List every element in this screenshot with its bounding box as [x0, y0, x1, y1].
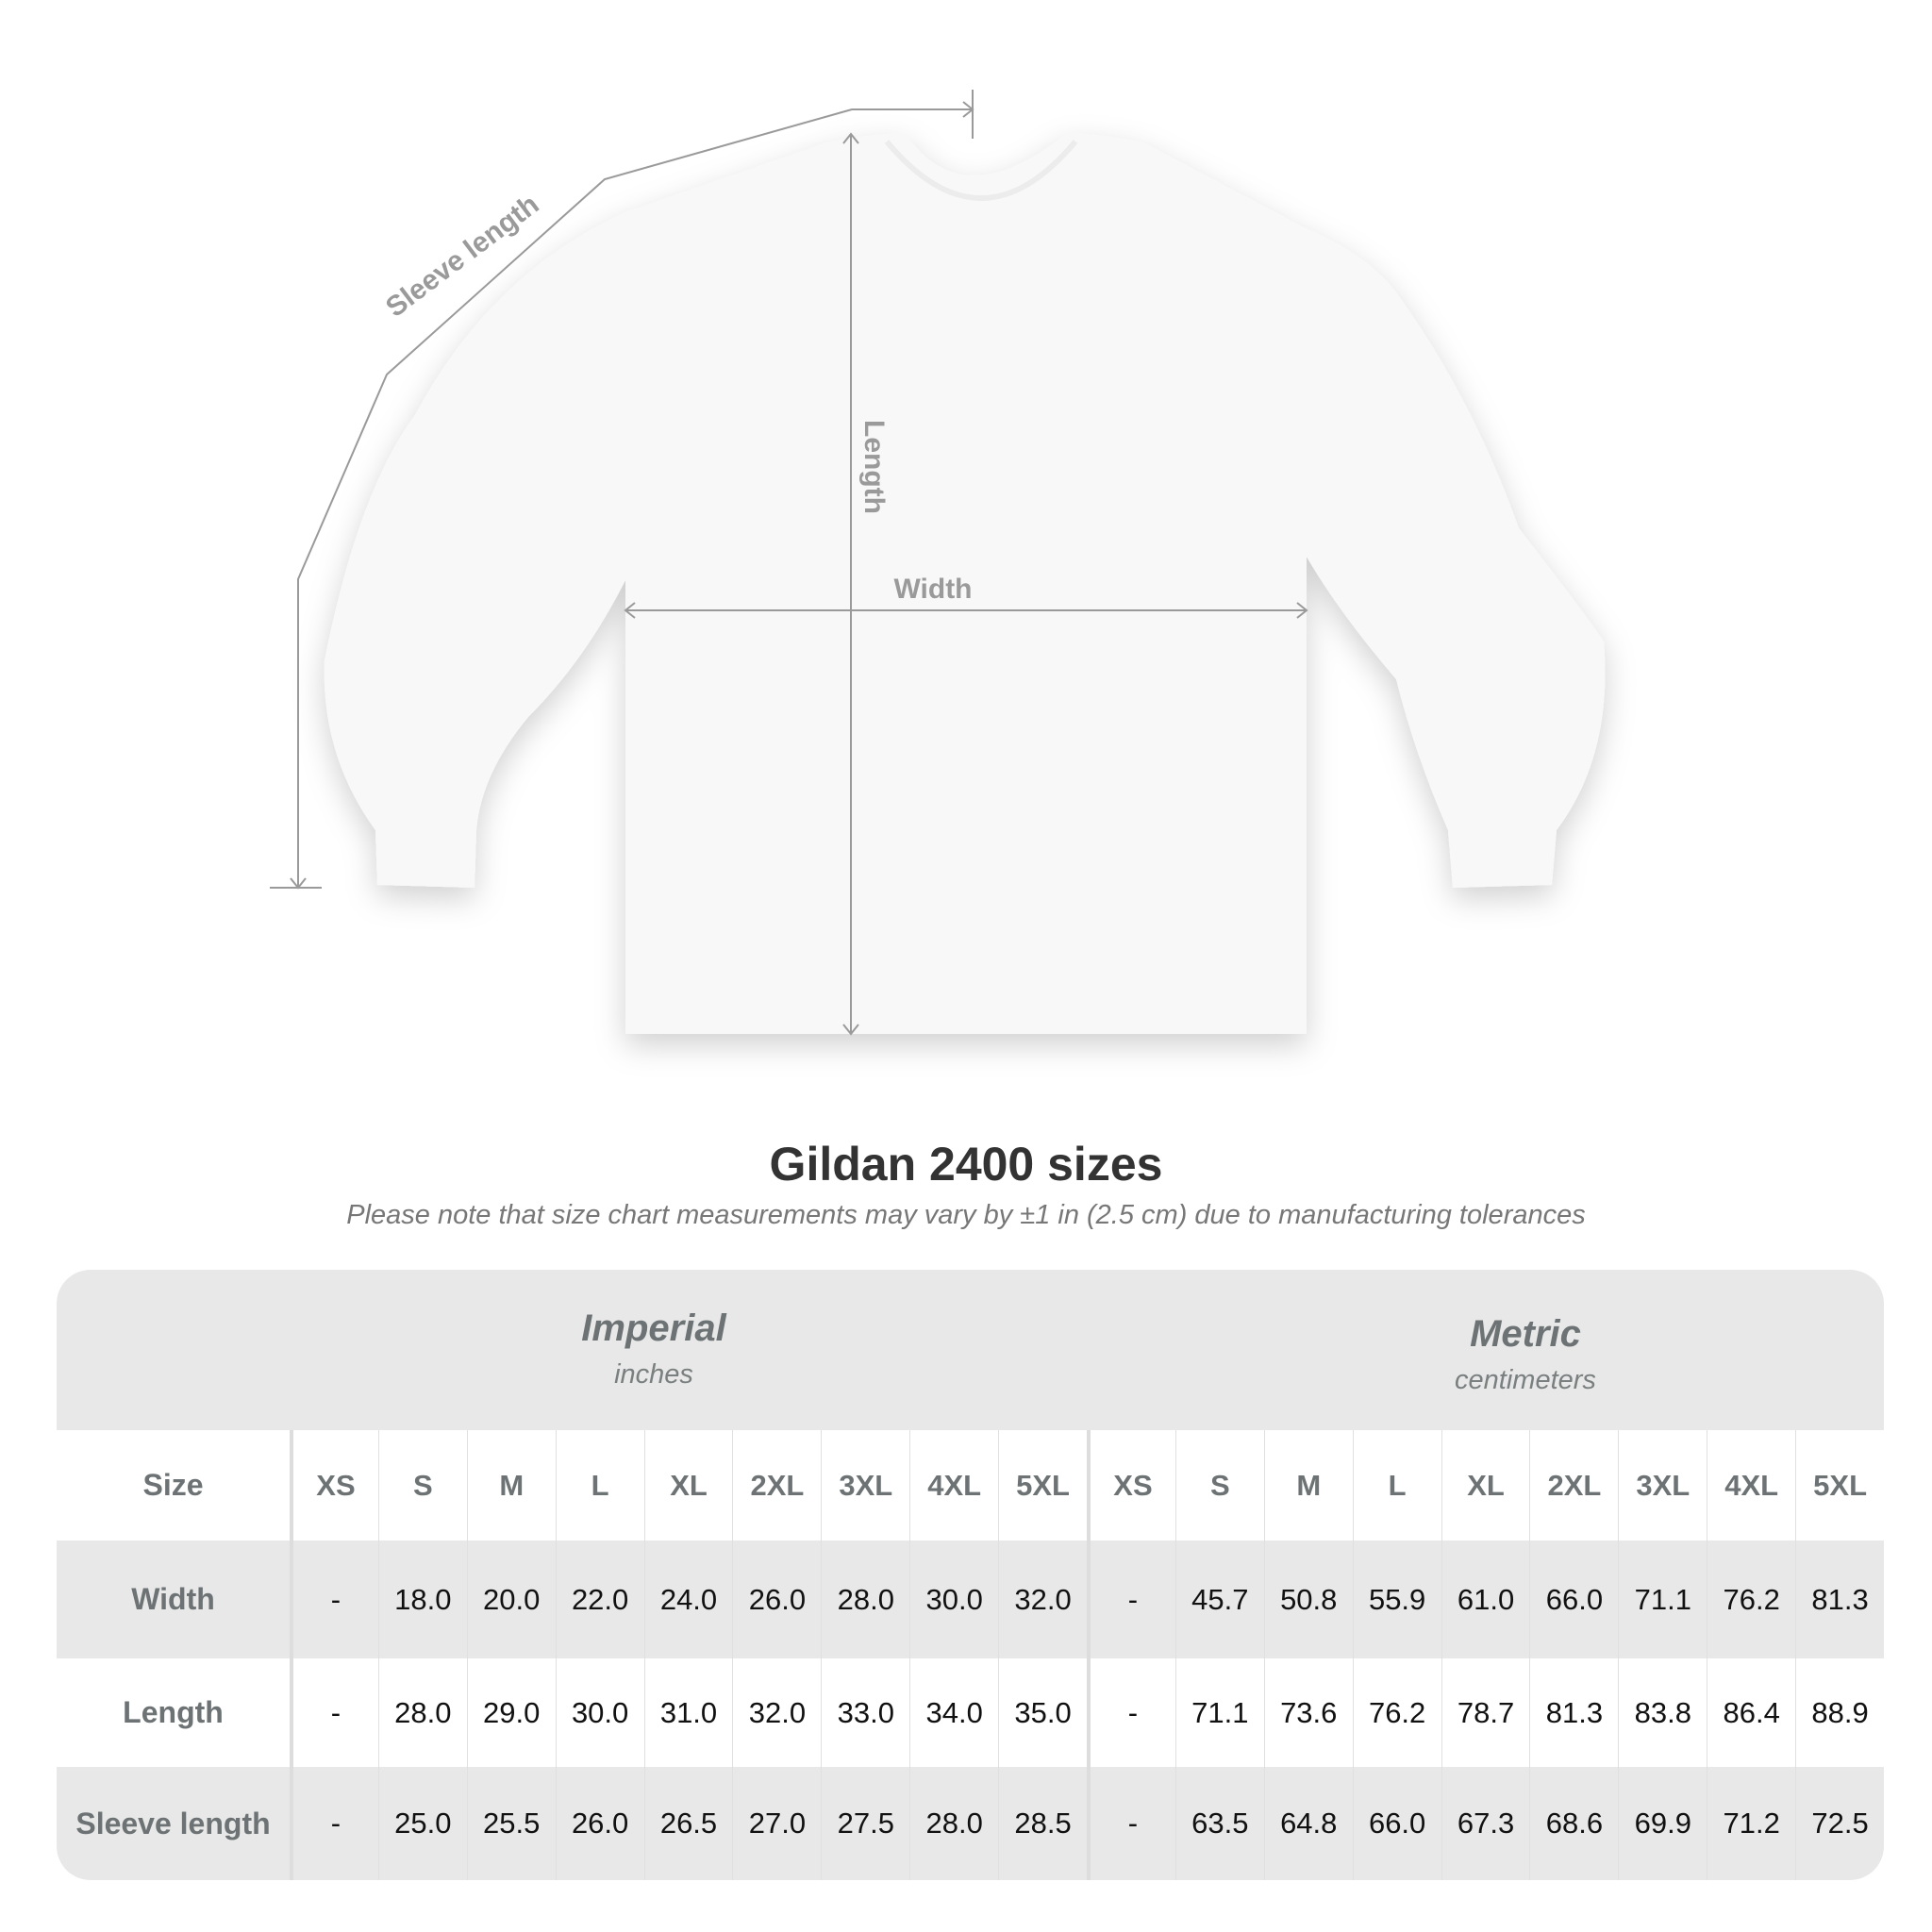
metric-value-cell: 71.1 — [1174, 1658, 1264, 1767]
metric-size-header: 5XL — [1795, 1430, 1884, 1541]
metric-value-cell: 66.0 — [1352, 1767, 1441, 1880]
imperial-value-cell: 26.0 — [555, 1767, 644, 1880]
metric-value-cell: 71.2 — [1707, 1767, 1795, 1880]
metric-value-cell: 50.8 — [1263, 1541, 1353, 1658]
imperial-value-cell: 27.5 — [821, 1767, 909, 1880]
imperial-value-cell: 28.0 — [377, 1658, 467, 1767]
imperial-value-cell: 25.0 — [377, 1767, 467, 1880]
metric-value-cell: 45.7 — [1174, 1541, 1264, 1658]
metric-value-cell: 63.5 — [1174, 1767, 1264, 1880]
imperial-size-header: XL — [643, 1430, 733, 1541]
metric-value-cell: 76.2 — [1352, 1658, 1441, 1767]
imperial-value-cell: 30.0 — [909, 1541, 998, 1658]
table-row: Width -18.0 20.0 22.0 24.0 26.0 28.0 30.0 32.0-4… — [57, 1541, 1884, 1658]
width-label: Width — [893, 574, 972, 605]
metric-value-cell: - — [1087, 1658, 1175, 1767]
imperial-value-cell: 28.0 — [909, 1767, 998, 1880]
metric-value-cell: 78.7 — [1441, 1658, 1530, 1767]
imperial-size-header: M — [466, 1430, 556, 1541]
table-row: Sleeve length -25.0 25.5 26.0 26.5 27.0 27.5 28… — [57, 1767, 1884, 1880]
imperial-value-cell: 20.0 — [466, 1541, 556, 1658]
imperial-title: Imperial — [581, 1307, 726, 1349]
table-row: Length -28.0 29.0 30.0 31.0 32.0 33.0 34.0 35.0-… — [57, 1658, 1884, 1767]
imperial-value-cell: - — [290, 1541, 378, 1658]
tolerance-note: Please note that size chart measurements… — [346, 1200, 1586, 1230]
metric-size-header: L — [1352, 1430, 1441, 1541]
imperial-unit: inches — [614, 1359, 693, 1390]
metric-value-cell: 88.9 — [1795, 1658, 1884, 1767]
metric-value-cell: 83.8 — [1618, 1658, 1707, 1767]
size-header-row: Size XS S M L XL 2XL 3XL 4XL 5XL XS S M L XL 2XL 3XL 4XL 5… — [57, 1430, 1884, 1541]
metric-value-cell: 86.4 — [1707, 1658, 1795, 1767]
imperial-value-cell: 35.0 — [998, 1658, 1087, 1767]
metric-value-cell: 72.5 — [1795, 1767, 1884, 1880]
imperial-size-header: XS — [290, 1430, 378, 1541]
imperial-size-header: 5XL — [998, 1430, 1087, 1541]
metric-title: Metric — [1470, 1313, 1581, 1355]
metric-value-cell: 61.0 — [1441, 1541, 1530, 1658]
metric-value-cell: 68.6 — [1529, 1767, 1618, 1880]
size-table: Imperial inches Metric centimeters Size X… — [57, 1270, 1884, 1880]
metric-size-header: XS — [1087, 1430, 1175, 1541]
imperial-value-cell: 26.0 — [732, 1541, 821, 1658]
metric-size-header: M — [1263, 1430, 1353, 1541]
imperial-value-cell: 25.5 — [466, 1767, 556, 1880]
shirt-diagram: Sleeve length Length Width — [270, 90, 1606, 1036]
metric-size-header: S — [1174, 1430, 1264, 1541]
imperial-value-cell: - — [290, 1658, 378, 1767]
imperial-value-cell: 34.0 — [909, 1658, 998, 1767]
imperial-value-cell: 24.0 — [643, 1541, 733, 1658]
metric-size-header: XL — [1441, 1430, 1530, 1541]
imperial-value-cell: 30.0 — [555, 1658, 644, 1767]
metric-value-cell: 64.8 — [1263, 1767, 1353, 1880]
measurement-lines — [270, 90, 1308, 1036]
imperial-size-header: S — [377, 1430, 467, 1541]
imperial-value-cell: 32.0 — [998, 1541, 1087, 1658]
imperial-value-cell: 29.0 — [466, 1658, 556, 1767]
length-label: Length — [858, 420, 890, 514]
long-sleeve-shirt-image — [324, 133, 1606, 1034]
imperial-size-header: 2XL — [732, 1430, 821, 1541]
metric-value-cell: 81.3 — [1795, 1541, 1884, 1658]
metric-value-cell: 81.3 — [1529, 1658, 1618, 1767]
metric-unit: centimeters — [1455, 1365, 1596, 1395]
metric-value-cell: - — [1087, 1767, 1175, 1880]
imperial-value-cell: 32.0 — [732, 1658, 821, 1767]
imperial-size-header: L — [555, 1430, 644, 1541]
metric-value-cell: 76.2 — [1707, 1541, 1795, 1658]
page-title: Gildan 2400 sizes — [769, 1138, 1163, 1191]
sleeve-length-line — [297, 108, 973, 888]
imperial-value-cell: 28.5 — [998, 1767, 1087, 1880]
imperial-value-cell: 31.0 — [643, 1658, 733, 1767]
metric-size-header: 3XL — [1618, 1430, 1707, 1541]
metric-value-cell: 66.0 — [1529, 1541, 1618, 1658]
metric-value-cell: 55.9 — [1352, 1541, 1441, 1658]
imperial-value-cell: 33.0 — [821, 1658, 909, 1767]
metric-value-cell: 67.3 — [1441, 1767, 1530, 1880]
imperial-value-cell: 22.0 — [555, 1541, 644, 1658]
imperial-size-header: 4XL — [909, 1430, 998, 1541]
row-label: Sleeve length — [75, 1806, 271, 1840]
metric-value-cell: 69.9 — [1618, 1767, 1707, 1880]
imperial-header: Imperial inches — [371, 1307, 937, 1391]
imperial-value-cell: 28.0 — [821, 1541, 909, 1658]
imperial-value-cell: 26.5 — [643, 1767, 733, 1880]
metric-size-header: 2XL — [1529, 1430, 1618, 1541]
row-label: Width — [131, 1582, 215, 1616]
imperial-size-header: 3XL — [821, 1430, 909, 1541]
metric-value-cell: - — [1087, 1541, 1175, 1658]
imperial-value-cell: 27.0 — [732, 1767, 821, 1880]
metric-header: Metric centimeters — [1242, 1313, 1808, 1396]
imperial-value-cell: - — [290, 1767, 378, 1880]
imperial-value-cell: 18.0 — [377, 1541, 467, 1658]
metric-value-cell: 73.6 — [1263, 1658, 1353, 1767]
metric-size-header: 4XL — [1707, 1430, 1795, 1541]
row-label: Size — [142, 1468, 204, 1502]
metric-value-cell: 71.1 — [1618, 1541, 1707, 1658]
row-label: Length — [123, 1695, 224, 1729]
